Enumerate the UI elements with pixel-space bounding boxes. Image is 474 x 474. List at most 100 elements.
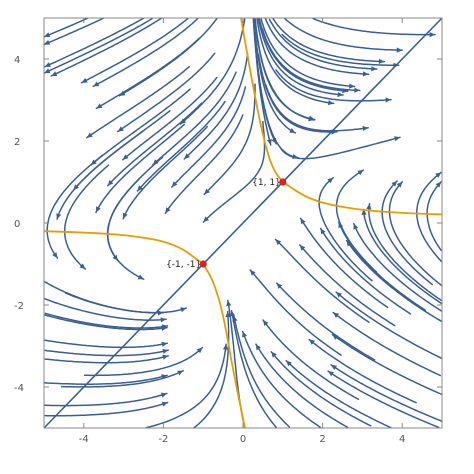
stream-line [230,309,278,429]
stream-line [43,392,168,407]
stream-arrow [320,228,326,235]
stream-arrow [366,203,372,210]
stream-line [332,311,442,377]
stream-line [145,343,227,429]
stream-line [80,17,189,84]
stream-arrow [44,32,51,38]
stream-arrow [336,292,342,298]
stream-arrow [162,348,169,354]
stream-line [299,244,396,327]
stream-arrow [263,320,269,326]
stream-line [254,19,316,121]
stream-arrow [122,212,128,219]
stream-arrow [299,245,306,251]
stream-arrow [44,40,51,45]
x-tick-label: 4 [399,434,405,445]
stream-line [275,69,392,102]
stream-arrow [361,209,367,215]
separatrix-lower-horizontal [43,230,204,265]
stream-line [72,110,171,191]
stream-arrow [271,137,277,144]
stream-arrow [51,71,58,76]
stream-line [353,222,443,312]
stream-line [43,374,168,385]
stream-arrow [177,370,184,376]
stream-line [280,136,401,160]
critical-point [279,178,287,186]
stream-arrow [112,254,118,261]
separatrix-upper-horizontal [282,181,443,216]
stream-arrow [286,360,292,367]
stream-line [255,343,349,429]
stream-arrow [346,240,352,247]
stream-arrow [300,218,306,225]
stream-arrow [162,354,169,360]
stream-line [362,208,442,305]
x-tick-label: -2 [158,434,168,445]
stream-arrow [165,207,171,214]
stream-line [241,330,322,429]
stream-line [335,291,443,359]
stream-arrow [117,126,124,132]
stream-arrow [137,185,143,191]
stream-line [118,17,218,97]
stream-line [64,292,187,314]
stream-arrow [327,177,334,184]
stream-arrow [289,128,296,133]
stream-arrow [357,170,364,176]
stream-arrow [52,252,58,258]
stream-line [388,181,443,287]
stream-line [335,169,378,273]
stream-arrow [292,154,299,160]
diagonal-line [43,17,443,429]
stream-arrow [161,341,168,347]
stream-arrow [391,181,398,187]
stream-line [249,269,342,356]
stream-arrow [309,339,315,345]
stream-arrow [362,125,369,132]
stream-arrow [331,364,338,371]
stream-line [426,181,442,251]
stream-line [164,114,244,214]
stream-line [253,17,297,134]
stream-line [381,180,433,286]
stream-line [46,154,104,259]
stream-arrow [353,223,359,230]
stream-line [202,120,266,223]
stream-line [90,88,191,166]
stream-arrow [180,307,187,313]
stream-arrow [96,206,101,213]
critical-point-label: {-1, -1} [166,260,201,270]
stream-arrow [222,344,229,350]
stream-arrow [184,153,190,159]
stream-arrow [271,351,277,358]
critical-point [199,260,207,268]
stream-arrow [157,310,164,316]
critical-point-label: {1, 1} [252,178,281,188]
stream-line [107,178,145,280]
stream-line [330,364,443,422]
y-tick-label: -4 [14,383,24,394]
stream-arrow [255,344,261,351]
stream-arrow [119,90,126,96]
stream-line [106,102,203,187]
stream-line [122,76,218,161]
stream-arrow [276,283,283,289]
stream-arrow [349,83,355,89]
stream-arrow [93,81,100,87]
stream-arrow [328,100,334,106]
stream-line [183,52,249,160]
stream-arrow [152,159,159,165]
stream-arrow [337,91,344,98]
stream-line [203,83,256,196]
axis-ticks: -4 -2 0 2 4 -4 -2 0 2 4 [14,18,442,445]
stream-line [63,164,110,270]
stream-line [261,28,361,92]
stream-arrow [204,188,210,195]
stream-line [416,171,442,263]
stream-line [268,18,378,70]
stream-line [264,17,370,75]
stream-arrow [308,115,315,121]
stream-arrow [107,179,114,186]
stream-line [95,123,186,214]
